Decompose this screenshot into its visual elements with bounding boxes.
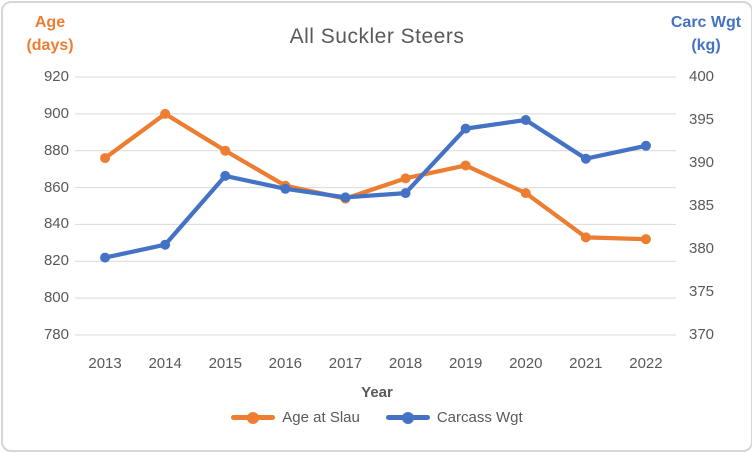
x-axis-tick-label: 2015 [208, 355, 242, 372]
left-axis-tick-label: 880 [43, 141, 69, 159]
data-point-marker [400, 173, 411, 184]
data-point-marker [100, 252, 111, 263]
right-axis-tick-label: 395 [689, 111, 715, 128]
right-axis-tick-label: 400 [689, 68, 715, 85]
x-axis-tick-label: 2018 [388, 355, 423, 372]
legend-item-carcass: Carcass Wgt [385, 409, 523, 426]
left-axis-tick-label: 840 [43, 215, 69, 233]
data-point-marker [220, 170, 231, 181]
data-point-marker [580, 153, 591, 164]
x-axis-tick-label: 2017 [328, 355, 363, 372]
x-axis-tick-label: 2022 [629, 355, 663, 372]
data-point-marker [520, 115, 531, 125]
legend-label-age: Age at Slau [282, 409, 360, 426]
series-line [102, 117, 649, 260]
data-point-marker [160, 239, 171, 250]
data-point-marker [100, 153, 111, 164]
chart-title: All Suckler Steers [289, 25, 465, 48]
data-point-marker [640, 234, 651, 245]
x-axis-tick-label: 2016 [268, 355, 303, 372]
legend: Age at Slau Carcass Wgt [3, 409, 751, 426]
x-axis-tick-label: 2013 [88, 355, 122, 372]
legend-label-carcass: Carcass Wgt [436, 409, 523, 426]
x-axis-tick-label: 2019 [448, 355, 483, 372]
right-axis-title: Carc Wgt (kg) [670, 14, 742, 54]
data-point-marker [460, 160, 471, 171]
carcass-series-swatch-icon [385, 415, 430, 420]
left-axis-title: Age (days) [26, 14, 74, 54]
right-axis-tick-label: 390 [689, 154, 715, 171]
left-axis-tick-label: 900 [43, 104, 69, 122]
right-axis-tick-label: 380 [689, 240, 715, 257]
data-point-marker [340, 192, 351, 203]
plot-area [75, 76, 676, 336]
left-axis-tick-label: 860 [43, 178, 69, 196]
right-axis-tick-label: 375 [689, 283, 715, 300]
left-axis-tick-label: 800 [43, 289, 69, 307]
data-point-marker [400, 188, 411, 199]
x-axis-tick-label: 2020 [509, 355, 543, 372]
left-axis-tick-label: 780 [43, 326, 69, 343]
left-axis-tick-label: 920 [43, 68, 69, 85]
legend-item-age: Age at Slau [231, 409, 360, 426]
x-axis-tick-label: 2021 [569, 355, 603, 372]
data-point-marker [580, 232, 591, 243]
age-series-swatch-icon [231, 415, 276, 420]
data-point-marker [460, 123, 471, 134]
x-axis-tick-label: 2014 [148, 355, 182, 372]
left-axis-tick-label: 820 [43, 252, 69, 270]
data-point-marker [280, 183, 291, 194]
data-point-marker [640, 140, 651, 151]
series-line [102, 111, 649, 242]
right-axis-tick-label: 385 [689, 197, 715, 214]
data-point-marker [220, 145, 231, 156]
data-point-marker [160, 108, 171, 119]
data-point-marker [520, 188, 531, 199]
right-axis-tick-label: 370 [689, 326, 715, 343]
x-axis-title: Year [361, 384, 393, 401]
